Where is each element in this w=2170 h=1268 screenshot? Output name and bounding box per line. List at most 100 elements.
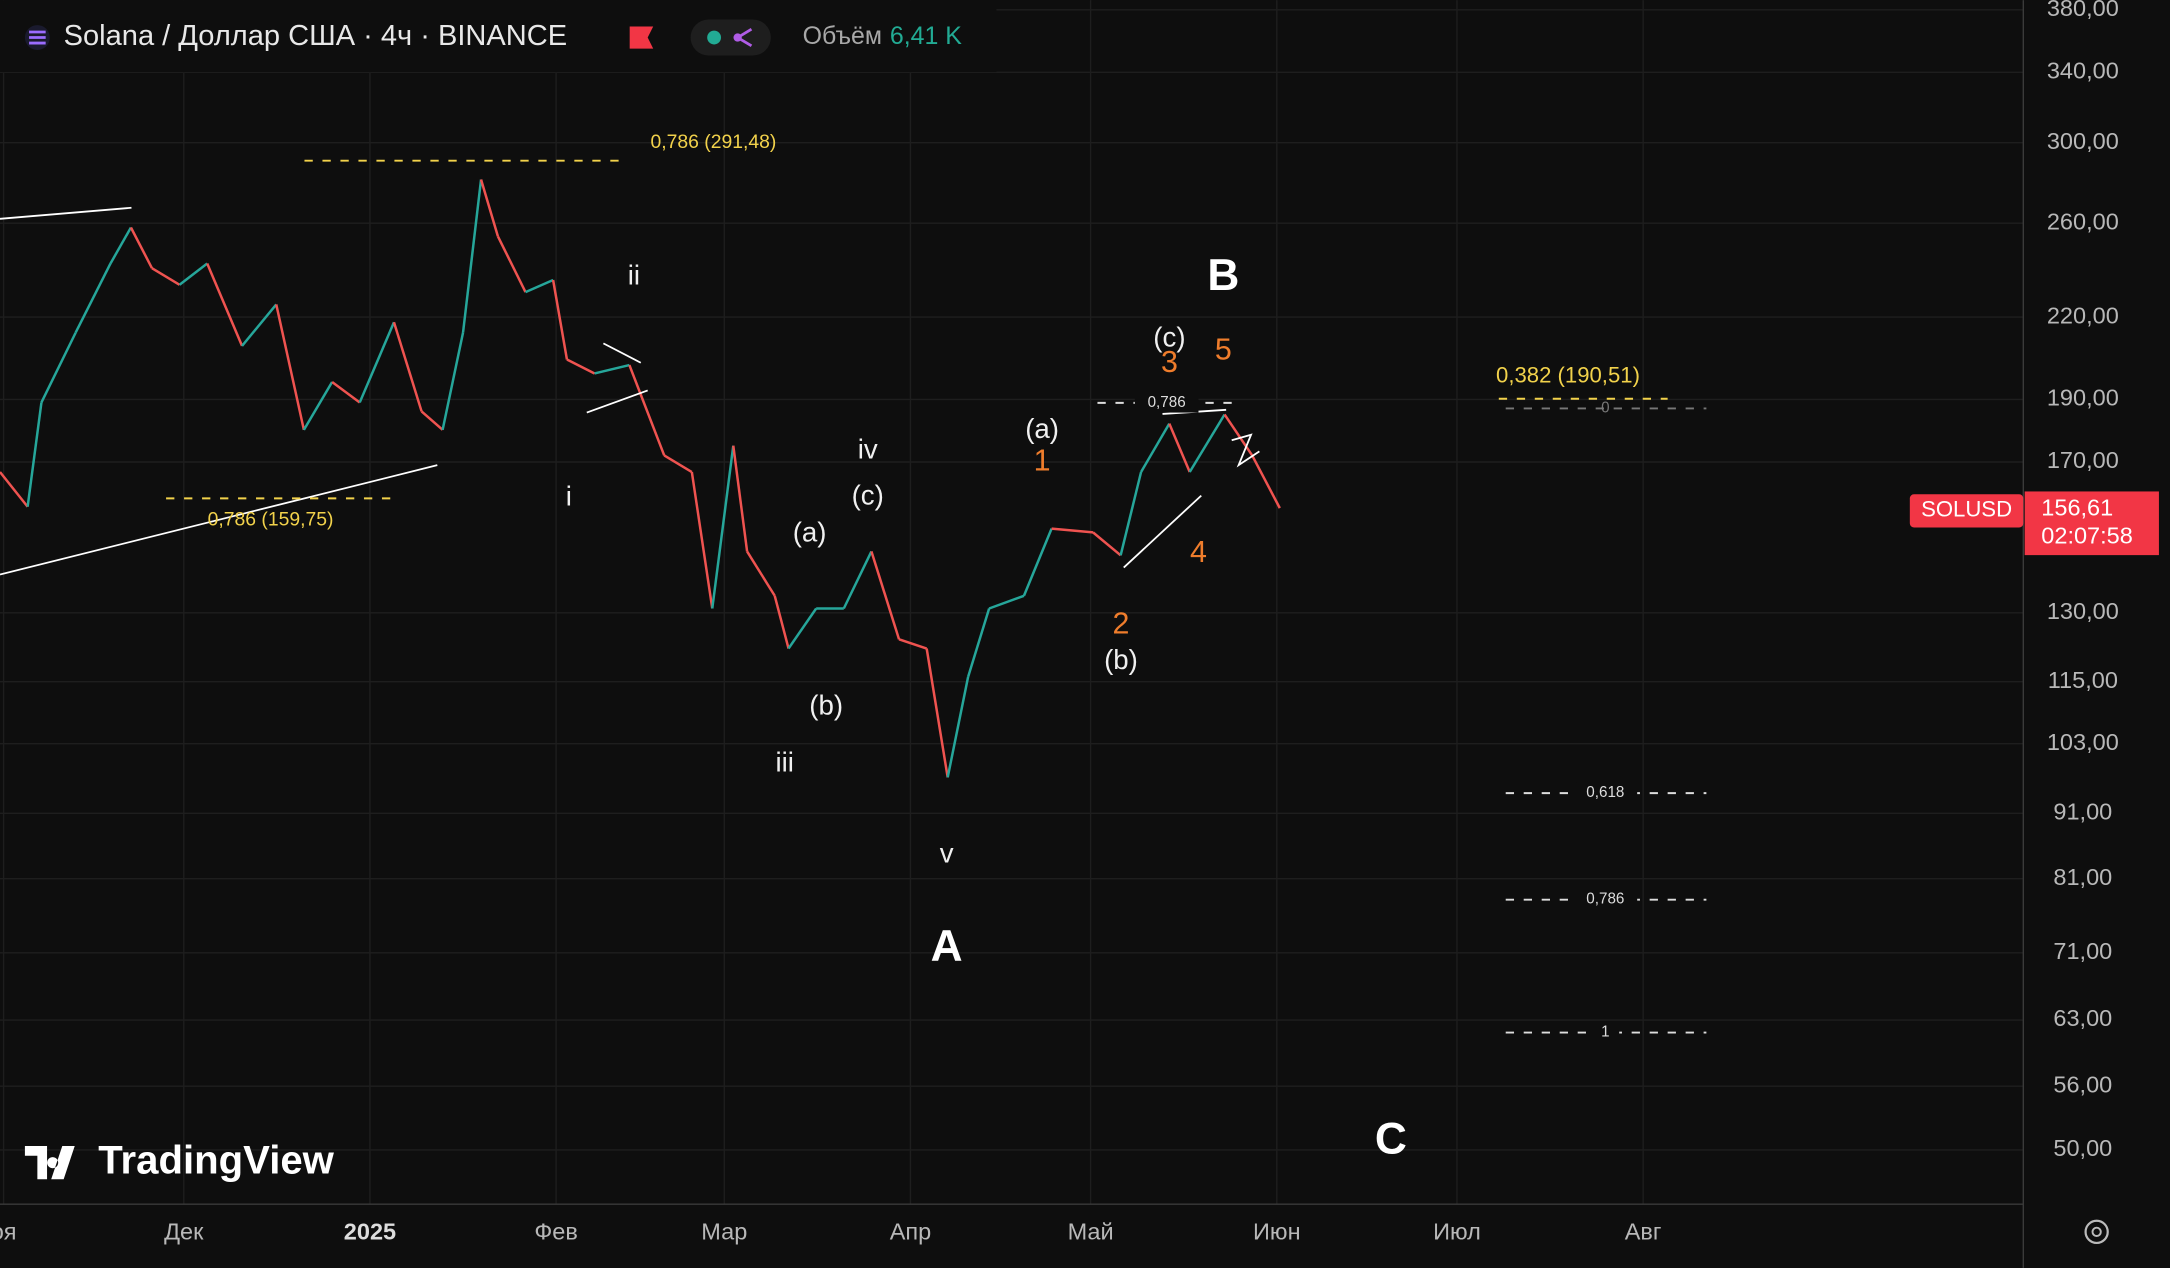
price-segment bbox=[898, 638, 928, 650]
y-tick-label: 300,00 bbox=[2047, 128, 2119, 154]
y-tick-label: 170,00 bbox=[2047, 447, 2119, 473]
price-series bbox=[0, 179, 1281, 778]
logo: TradingView bbox=[98, 1137, 334, 1182]
price-segment bbox=[420, 410, 444, 431]
y-tick-label: 63,00 bbox=[2053, 1005, 2112, 1031]
price-segment bbox=[1139, 423, 1171, 473]
price-segment bbox=[331, 381, 361, 404]
logo-mark bbox=[24, 1146, 75, 1180]
wave-label: 3 bbox=[1161, 345, 1178, 379]
header-bg bbox=[0, 0, 997, 73]
fib-label-bg bbox=[1576, 888, 1638, 911]
y-tick-label: 340,00 bbox=[2047, 58, 2119, 84]
price-segment bbox=[551, 279, 569, 360]
price-segment bbox=[496, 235, 527, 293]
price-segment bbox=[746, 550, 776, 597]
price-segment bbox=[787, 607, 818, 650]
price-segment bbox=[1223, 413, 1254, 457]
price-segment bbox=[711, 445, 735, 609]
x-tick-label: Апр bbox=[890, 1218, 932, 1244]
price-segment bbox=[988, 594, 1025, 610]
wave-label: ii bbox=[628, 259, 640, 290]
flag-icon[interactable] bbox=[629, 26, 654, 49]
price-segment bbox=[358, 321, 396, 403]
volume-value: 6,41 K bbox=[890, 22, 962, 50]
fib-label: 0,618 bbox=[1586, 784, 1624, 801]
x-tick-label: Июл bbox=[1433, 1218, 1481, 1244]
status-dot bbox=[707, 30, 722, 45]
x-tick-label: Июн bbox=[1253, 1218, 1301, 1244]
wave-label: (b) bbox=[809, 690, 843, 721]
symbol-icon-glyph bbox=[29, 30, 46, 45]
wave-label: (b) bbox=[1104, 644, 1138, 675]
price-tag-countdown: 02:07:58 bbox=[2041, 522, 2133, 548]
price-segment bbox=[275, 304, 306, 431]
settings-icon[interactable] bbox=[2084, 1219, 2109, 1245]
status-pill[interactable] bbox=[690, 19, 771, 56]
y-tick-label: 91,00 bbox=[2053, 799, 2112, 825]
price-segment bbox=[663, 454, 693, 474]
wave-label: v bbox=[940, 838, 954, 869]
x-tick-label: Фев bbox=[534, 1218, 577, 1244]
y-tick-label: 50,00 bbox=[2053, 1135, 2112, 1161]
price-segment bbox=[925, 648, 949, 778]
fib-label: 0,382 (190,51) bbox=[1496, 362, 1640, 387]
wave-label: (a) bbox=[1025, 413, 1059, 444]
price-segment bbox=[151, 267, 181, 286]
price-segment bbox=[690, 471, 714, 609]
price-segment bbox=[26, 402, 43, 507]
price-segment bbox=[1119, 471, 1143, 556]
y-tick-label: 103,00 bbox=[2047, 729, 2119, 755]
fib-label: 0,786 bbox=[1148, 394, 1186, 411]
price-segment bbox=[1251, 454, 1281, 509]
y-tick-label: 56,00 bbox=[2053, 1071, 2112, 1097]
price-segment bbox=[441, 332, 465, 431]
x-tick-label: Авг bbox=[1625, 1218, 1662, 1244]
price-segment bbox=[178, 262, 208, 286]
volume-label: Объём bbox=[803, 22, 882, 50]
y-tick-label: 130,00 bbox=[2047, 598, 2119, 624]
price-segment bbox=[870, 551, 901, 640]
wave-label: iv bbox=[858, 434, 878, 465]
price-segment bbox=[109, 226, 133, 265]
share-icon-dot bbox=[733, 33, 742, 42]
price-segment bbox=[461, 179, 483, 333]
fib-label-bg bbox=[1576, 782, 1638, 805]
price-segment bbox=[1168, 423, 1191, 473]
fib-label: 1 bbox=[1601, 1024, 1609, 1041]
y-tick-label: 81,00 bbox=[2053, 864, 2112, 890]
price-segment bbox=[524, 278, 554, 294]
wave-label: (c) bbox=[1153, 322, 1185, 353]
price-segment bbox=[1022, 528, 1053, 597]
wave-label: B bbox=[1207, 251, 1239, 300]
symbol-title[interactable]: Solana / Доллар США · 4ч · BINANCE bbox=[64, 20, 567, 52]
price-segment bbox=[206, 263, 244, 347]
price-segment bbox=[40, 332, 77, 403]
wave-label: C bbox=[1375, 1115, 1407, 1164]
wave-label: A bbox=[931, 922, 963, 971]
wave-label: (c) bbox=[852, 479, 884, 510]
price-segment bbox=[1188, 413, 1226, 473]
x-tick-label: Мар bbox=[701, 1218, 747, 1244]
price-segment bbox=[842, 550, 873, 610]
price-segment bbox=[1051, 527, 1094, 534]
fib-label: 0,786 bbox=[1586, 891, 1624, 908]
price-segment bbox=[566, 358, 596, 375]
price-segment bbox=[302, 381, 334, 431]
x-tick-label: оя bbox=[0, 1218, 17, 1244]
wave-label: (a) bbox=[793, 517, 827, 548]
wave-label: i bbox=[566, 481, 572, 512]
trend-lines bbox=[0, 206, 1260, 576]
wave-label: 1 bbox=[1034, 443, 1051, 477]
symbol-tag-label: SOLUSD bbox=[1921, 497, 2012, 522]
x-tick-label: Май bbox=[1068, 1218, 1114, 1244]
wave-label: 5 bbox=[1215, 333, 1232, 367]
price-segment bbox=[392, 321, 423, 412]
wave-label: iii bbox=[775, 746, 793, 777]
y-tick-label: 220,00 bbox=[2047, 302, 2119, 328]
fib-label: 0,786 (291,48) bbox=[650, 131, 776, 153]
price-segment bbox=[966, 608, 991, 678]
